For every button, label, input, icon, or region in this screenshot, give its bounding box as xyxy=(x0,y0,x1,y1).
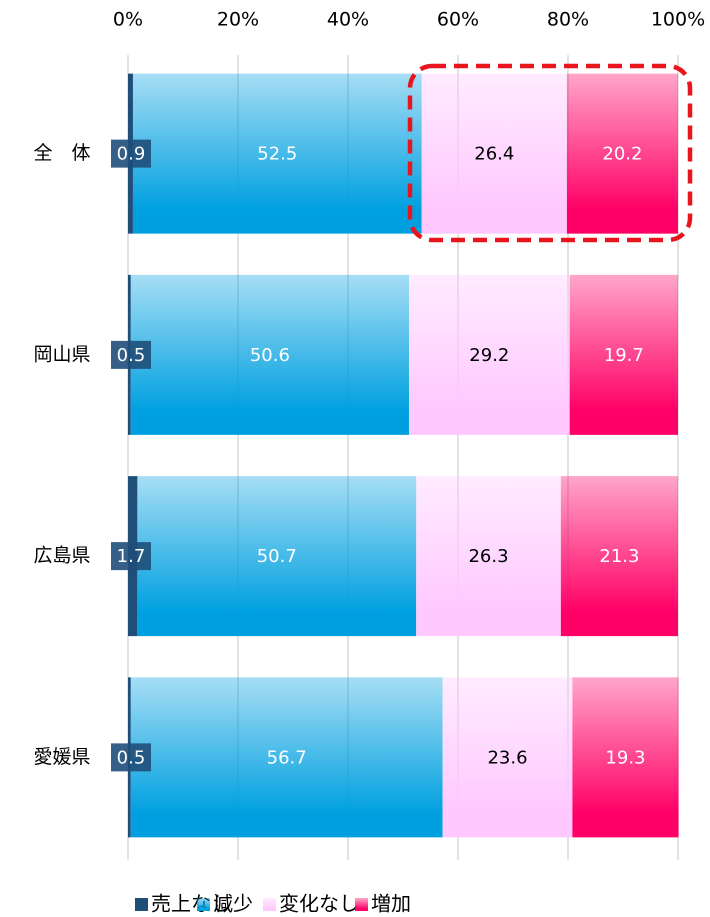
legend-swatch xyxy=(197,898,210,911)
legend-label: 売上なし xyxy=(151,892,231,916)
label-box xyxy=(111,340,151,369)
bar-segment xyxy=(130,677,443,838)
data-label: 26.3 xyxy=(468,546,508,567)
legend-swatch xyxy=(263,898,276,911)
bar-segment xyxy=(130,274,410,435)
x-tick-label: 0% xyxy=(113,9,143,31)
x-tick-label: 60% xyxy=(437,9,479,31)
category-label: 愛媛県 xyxy=(33,746,90,768)
bar-segment xyxy=(416,476,561,637)
category-label: 全 体 xyxy=(33,142,90,164)
x-tick-label: 40% xyxy=(327,9,369,31)
data-label: 50.6 xyxy=(250,345,290,366)
category-label: 広島県 xyxy=(33,545,90,567)
x-tick-label: 80% xyxy=(547,9,589,31)
highlight-frame xyxy=(407,63,693,243)
bar-segment xyxy=(569,274,678,435)
bar-segment xyxy=(132,73,422,234)
legend-label: 変化なし xyxy=(279,892,359,916)
data-label: 21.3 xyxy=(599,546,639,567)
data-label: 56.7 xyxy=(267,747,307,768)
data-label: 0.5 xyxy=(117,345,146,366)
legend-label: 増加 xyxy=(371,892,411,916)
bar-segment xyxy=(572,677,679,838)
data-label: 52.5 xyxy=(257,144,297,165)
data-label: 1.7 xyxy=(117,546,146,567)
data-label: 26.4 xyxy=(474,144,514,165)
label-box xyxy=(111,139,151,168)
bar-segment xyxy=(442,677,573,838)
bar-segment xyxy=(421,73,567,234)
x-tick-label: 100% xyxy=(651,9,705,31)
bar-segment xyxy=(409,274,570,435)
bar-segment xyxy=(566,73,678,234)
data-label: 23.6 xyxy=(487,747,527,768)
legend-swatch xyxy=(135,898,148,911)
data-label: 0.9 xyxy=(117,144,146,165)
label-box xyxy=(111,743,151,772)
legend-swatch xyxy=(355,898,368,911)
label-box xyxy=(111,542,151,571)
data-label: 29.2 xyxy=(469,345,509,366)
data-label: 0.5 xyxy=(117,747,146,768)
data-label: 50.7 xyxy=(257,546,297,567)
data-label: 20.2 xyxy=(602,144,642,165)
x-tick-label: 20% xyxy=(217,9,259,31)
bar-segment xyxy=(560,476,678,637)
data-label: 19.7 xyxy=(604,345,644,366)
data-label: 19.3 xyxy=(605,747,645,768)
category-label: 岡山県 xyxy=(33,343,90,365)
bar-segment xyxy=(137,476,417,637)
legend-label: 減少 xyxy=(213,892,253,916)
